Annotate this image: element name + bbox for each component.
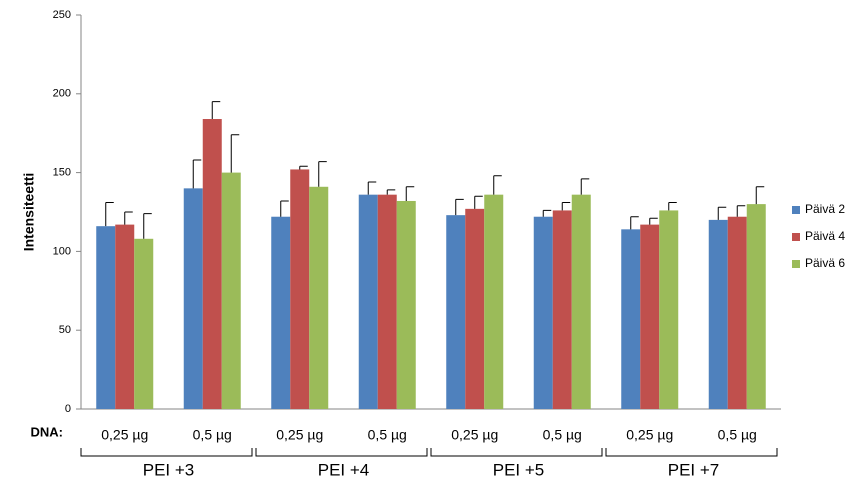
error-bar: [630, 216, 639, 230]
error-bar: [649, 217, 658, 225]
error-bar: [192, 159, 202, 189]
y-tick-label: 0: [65, 403, 71, 415]
x-tick-label: 0,25 µg: [626, 427, 673, 443]
category-axis-label: DNA:: [31, 424, 64, 439]
error-bar: [561, 202, 571, 211]
bar: [746, 204, 766, 409]
error-bar: [280, 200, 289, 217]
bar: [271, 216, 291, 409]
bar: [309, 186, 329, 409]
error-bar: [755, 186, 765, 205]
bar: [571, 194, 591, 409]
group-label: PEI +3: [143, 460, 195, 479]
error-bar: [736, 205, 746, 217]
bar: [134, 238, 154, 409]
error-bar: [455, 198, 464, 216]
group-bracket: [605, 448, 778, 457]
error-bar: [542, 209, 552, 217]
error-bar: [211, 101, 221, 120]
y-tick-label: 50: [59, 324, 71, 336]
group-label: PEI +4: [318, 460, 370, 479]
x-tick-label: 0,25 µg: [276, 427, 323, 443]
bar: [221, 172, 241, 409]
error-bar: [493, 175, 502, 195]
error-bar: [143, 213, 152, 239]
group-label: PEI +5: [493, 460, 545, 479]
error-bar: [386, 189, 396, 195]
bar: [202, 119, 222, 410]
bar: [377, 194, 397, 409]
x-tick-label: 0,25 µg: [451, 427, 498, 443]
error-bar: [105, 202, 114, 227]
group-bracket: [255, 448, 428, 457]
bar: [290, 169, 310, 409]
error-bar: [367, 181, 377, 195]
legend-swatch: [792, 260, 800, 268]
bar: [115, 224, 135, 409]
legend-label: Päivä 6: [805, 256, 845, 270]
y-tick-label: 100: [53, 245, 71, 257]
group-bracket: [430, 448, 603, 457]
y-tick-label: 200: [53, 88, 71, 100]
bar: [465, 208, 485, 409]
group-label: PEI +7: [668, 460, 720, 479]
bar: [396, 200, 416, 409]
error-bar: [580, 178, 590, 195]
error-bar: [299, 165, 308, 170]
x-tick-label: 0,25 µg: [101, 427, 148, 443]
error-bar: [405, 186, 415, 201]
x-tick-label: 0,5 µg: [718, 427, 757, 443]
bar: [183, 188, 203, 409]
y-tick-label: 150: [53, 167, 71, 179]
error-bar: [230, 134, 240, 173]
error-bar: [717, 206, 727, 220]
bar: [358, 194, 378, 409]
error-bar: [474, 195, 483, 209]
bar: [708, 219, 728, 409]
error-bar: [124, 211, 133, 225]
bar: [640, 224, 660, 409]
legend-swatch: [792, 233, 800, 241]
bar: [484, 194, 504, 409]
bar: [533, 216, 553, 409]
x-tick-label: 0,5 µg: [193, 427, 232, 443]
x-tick-label: 0,5 µg: [368, 427, 407, 443]
legend-label: Päivä 4: [805, 229, 845, 243]
group-bracket: [80, 448, 253, 457]
bar: [96, 226, 116, 409]
bar: [621, 229, 641, 409]
legend-label: Päivä 2: [805, 202, 845, 216]
error-bar: [318, 161, 327, 187]
bar: [659, 210, 679, 409]
bar: [727, 216, 747, 409]
y-axis-label: Intensiteetti: [21, 173, 37, 252]
error-bar: [668, 202, 677, 211]
y-tick-label: 250: [53, 9, 71, 21]
bar: [552, 210, 572, 409]
legend-swatch: [792, 206, 800, 214]
bar: [446, 215, 466, 409]
x-tick-label: 0,5 µg: [543, 427, 582, 443]
